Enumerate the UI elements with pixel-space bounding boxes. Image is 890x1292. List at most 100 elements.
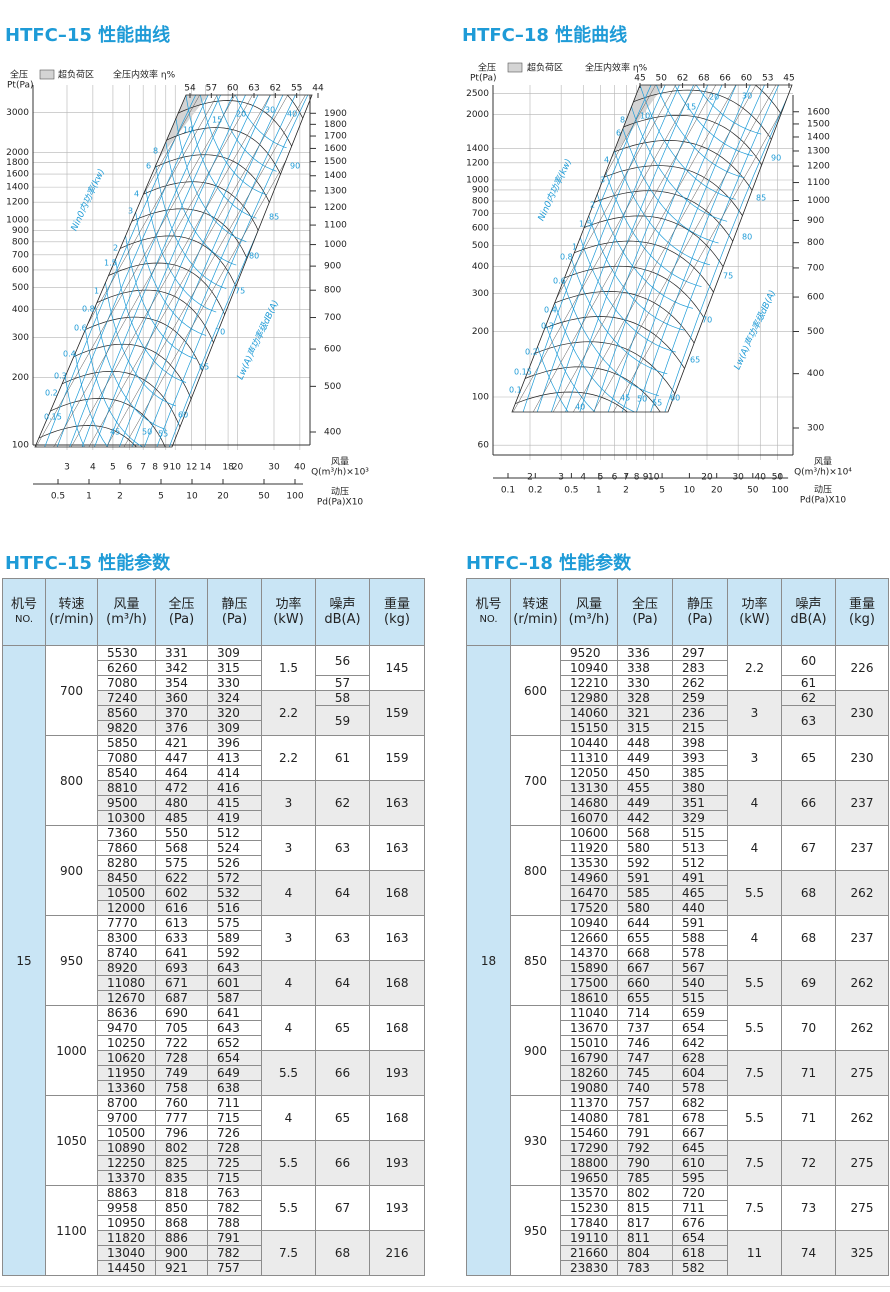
value-cell: 15230	[560, 1200, 618, 1216]
power-label: 20	[236, 110, 246, 119]
power-curve	[155, 165, 227, 289]
power-curve	[648, 85, 745, 179]
value-cell: 811	[617, 1230, 673, 1246]
noise-label: 40	[575, 403, 585, 412]
right-tick-label: 700	[807, 263, 824, 273]
power-curve	[614, 150, 711, 266]
value-cell: 660	[617, 975, 673, 991]
header-cell: 全压 (Pa)	[155, 578, 208, 646]
y-tick-label: 2500	[466, 89, 489, 99]
data-row: 10940 338 283	[467, 660, 889, 676]
noise: 71	[781, 1095, 836, 1141]
value-cell: 11080	[97, 975, 156, 991]
value-cell: 825	[155, 1155, 208, 1171]
value-cell: 485	[155, 810, 208, 826]
right-tick-label: 1200	[324, 203, 347, 213]
value-cell: 791	[207, 1230, 262, 1246]
y-tick-label: 600	[472, 224, 489, 234]
efficiency-tick-label: 53	[762, 74, 773, 84]
data-row: 8740 641 592	[3, 945, 425, 961]
value-cell: 10890	[97, 1140, 156, 1156]
x-axis-label: 风量	[814, 457, 832, 468]
speed-curve	[148, 127, 292, 203]
value-cell: 342	[155, 660, 208, 676]
weight: 237	[835, 825, 889, 871]
weight: 275	[835, 1050, 889, 1096]
y-tick-label: 200	[12, 373, 29, 383]
value-cell: 329	[672, 810, 728, 826]
power-curve	[105, 282, 177, 407]
efficiency-line	[512, 85, 696, 412]
data-row: 9958 850 782	[3, 1200, 425, 1216]
value-cell: 236	[672, 705, 728, 721]
value-cell: 11040	[560, 1005, 618, 1021]
noise-label: 60	[670, 394, 680, 403]
value-cell: 900	[155, 1245, 208, 1261]
noise-label: 70	[702, 316, 712, 325]
noise: 64	[315, 960, 370, 1006]
value-cell: 321	[617, 705, 673, 721]
x-tick-label: 12	[186, 463, 197, 473]
pd-tick-label: 20	[217, 492, 229, 502]
value-cell: 315	[617, 720, 673, 736]
power-curve	[115, 259, 187, 383]
power: 5.5	[727, 870, 782, 916]
noise-label: 90	[290, 162, 300, 171]
noise-curve	[144, 95, 296, 447]
value-cell: 796	[155, 1125, 208, 1141]
value-cell: 19110	[560, 1230, 618, 1246]
x-tick-label: 7	[140, 463, 146, 473]
power-label: 20	[709, 93, 719, 102]
data-row: 10500 602 532	[3, 885, 425, 901]
value-cell: 9500	[97, 795, 156, 811]
value-cell: 835	[155, 1170, 208, 1186]
y-tick-label: 400	[472, 262, 489, 272]
value-cell: 330	[207, 675, 262, 691]
data-row: 15 700 5530 331 309 1.5 56 145	[2, 645, 425, 1276]
value-cell: 604	[672, 1065, 728, 1081]
data-row: 850 10940 644 591 4 68 237	[467, 915, 889, 1006]
value-cell: 11370	[560, 1095, 618, 1111]
data-row: 8920 693 643 4 64 168	[3, 960, 425, 1006]
noise-curve	[119, 95, 271, 447]
value-cell: 747	[617, 1050, 673, 1066]
noise-label: 45	[110, 428, 120, 437]
efficiency-line	[35, 95, 200, 447]
noise: 56	[315, 645, 370, 676]
power-label: 0.8	[82, 305, 95, 314]
noise-label: 85	[756, 194, 766, 203]
value-cell: 580	[617, 840, 673, 856]
noise: 62	[315, 780, 370, 826]
power-curve	[74, 353, 146, 447]
value-cell: 491	[672, 870, 728, 886]
noise-label: 70	[215, 328, 225, 337]
noise: 73	[781, 1185, 836, 1231]
header-cell: 转速 (r/min)	[45, 578, 98, 646]
value-cell: 783	[617, 1260, 673, 1276]
value-cell: 668	[617, 945, 673, 961]
data-row: 10500 796 726	[3, 1125, 425, 1141]
power: 5.5	[261, 1050, 316, 1096]
machine-no: 18	[466, 645, 511, 1276]
noise-curve	[593, 85, 723, 412]
data-row: 13370 835 715	[3, 1170, 425, 1186]
value-cell: 447	[155, 750, 208, 766]
power: 3	[261, 915, 316, 961]
power-curve	[175, 118, 247, 243]
power-label: 10	[183, 126, 193, 135]
header-text: (Pa)	[221, 612, 248, 627]
machine-no: 15	[2, 645, 46, 1276]
value-cell: 602	[155, 885, 208, 901]
value-cell: 415	[207, 795, 262, 811]
value-cell: 450	[617, 765, 673, 781]
legend-label: 全压内效率 η%	[585, 62, 648, 74]
header-cell: 重量 (kg)	[369, 578, 425, 646]
speed: 930	[510, 1095, 561, 1186]
value-cell: 9520	[560, 645, 618, 661]
power-curve	[631, 106, 728, 222]
noise: 59	[315, 705, 370, 736]
right-tick-label: 1300	[807, 146, 830, 156]
speed-curve	[44, 370, 187, 446]
pd-tick-label: 1	[596, 486, 602, 496]
noise: 65	[315, 1095, 370, 1141]
